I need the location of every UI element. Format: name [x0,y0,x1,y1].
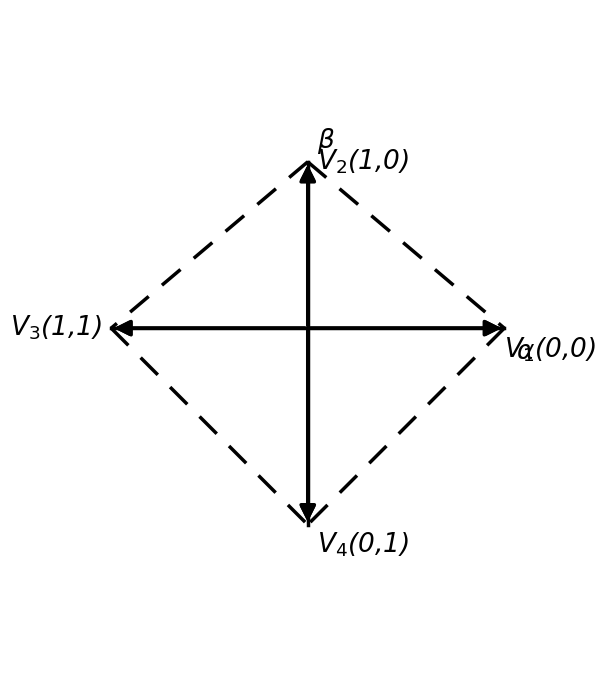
Text: $\beta$: $\beta$ [317,126,335,155]
Text: $\alpha$: $\alpha$ [516,339,535,365]
Text: $V_2$(1,0): $V_2$(1,0) [317,147,409,176]
Text: $V_1$(0,0): $V_1$(0,0) [504,335,597,364]
Text: $V_4$(0,1): $V_4$(0,1) [317,531,409,559]
Text: $V_3$(1,1): $V_3$(1,1) [10,314,102,342]
